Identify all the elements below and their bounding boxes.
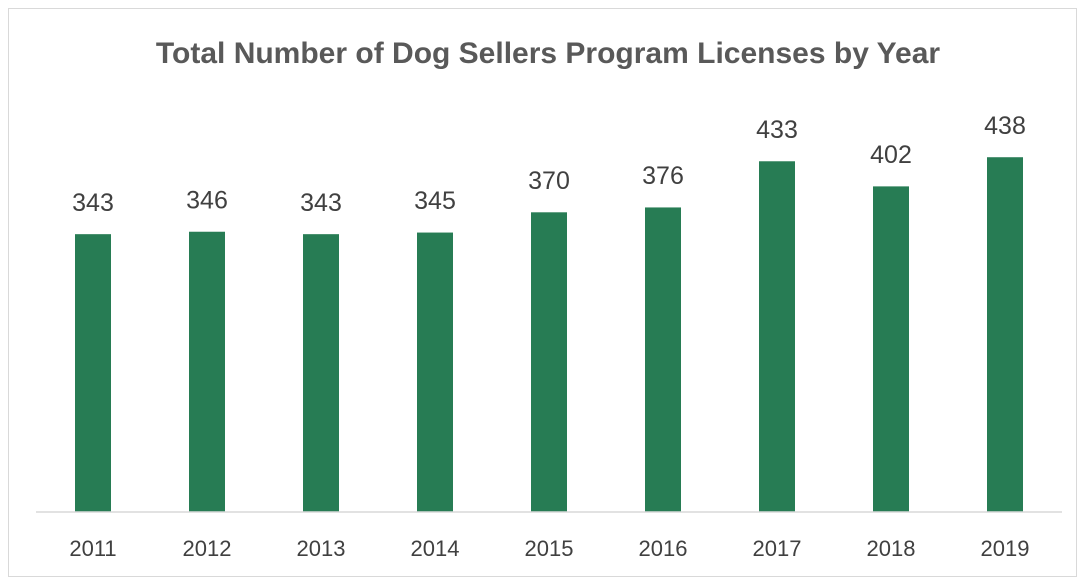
x-tick-label: 2012 [183, 536, 232, 561]
bar [75, 234, 111, 513]
x-tick-label: 2013 [297, 536, 346, 561]
x-tick-label: 2015 [525, 536, 574, 561]
bar [873, 186, 909, 512]
bar [987, 157, 1023, 512]
data-label: 343 [72, 189, 114, 217]
bar [759, 161, 795, 512]
x-tick-label: 2016 [639, 536, 688, 561]
x-tick-label: 2019 [981, 536, 1030, 561]
data-label: 370 [528, 167, 570, 195]
data-label: 343 [300, 189, 342, 217]
data-label: 346 [186, 186, 228, 214]
bar [417, 232, 453, 513]
bar [303, 234, 339, 513]
data-label: 376 [642, 162, 684, 190]
data-label: 402 [870, 141, 912, 169]
data-label: 438 [984, 112, 1026, 140]
bar [531, 212, 567, 513]
bar [189, 231, 225, 513]
data-label: 433 [756, 116, 798, 144]
x-tick-label: 2017 [753, 536, 802, 561]
x-tick-label: 2014 [411, 536, 460, 561]
bar [645, 207, 681, 512]
data-label: 345 [414, 187, 456, 215]
x-tick-label: 2018 [867, 536, 916, 561]
x-tick-label: 2011 [69, 536, 116, 561]
chart-title: Total Number of Dog Sellers Program Lice… [156, 37, 940, 70]
